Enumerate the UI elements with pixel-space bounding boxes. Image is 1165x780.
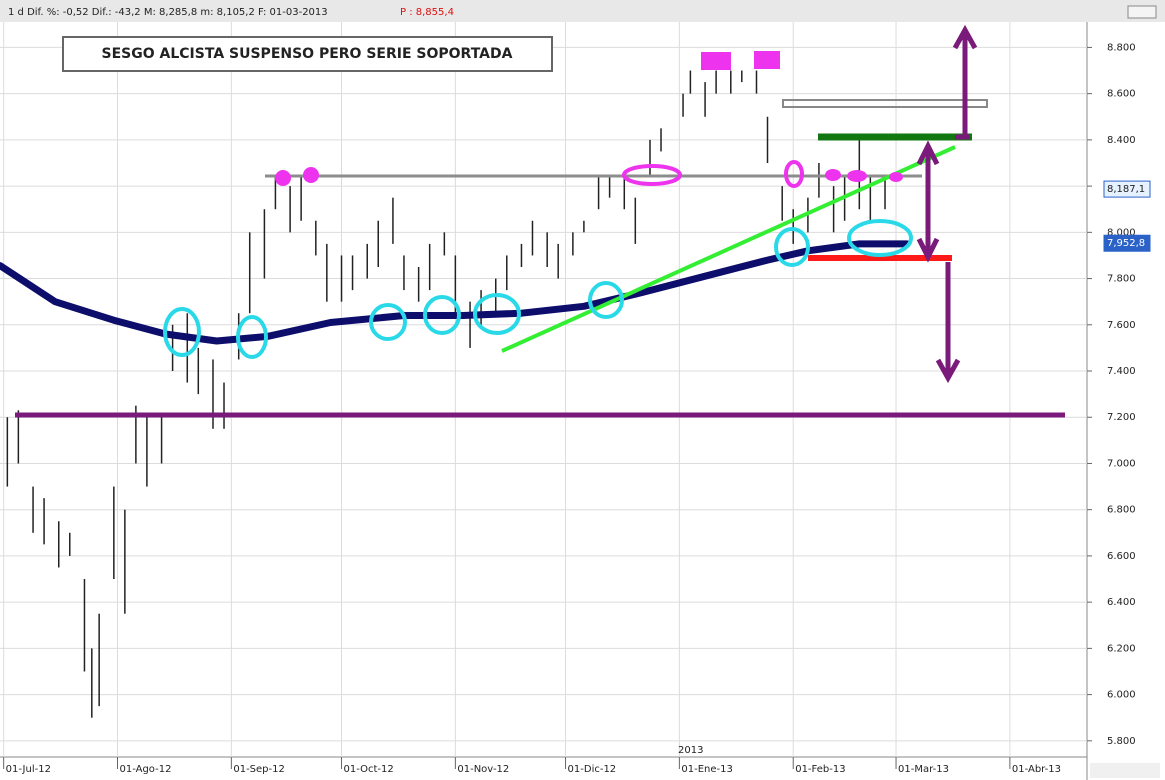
resistance-rings <box>622 160 804 188</box>
y-tick-label: 7.400 <box>1107 366 1136 377</box>
resistance-dots <box>275 51 903 186</box>
y-tick-label: 8.600 <box>1107 89 1136 100</box>
annotations <box>15 24 1065 418</box>
x-tick-label: 01-Jul-12 <box>6 764 51 775</box>
window-buttons[interactable] <box>1127 5 1157 19</box>
y-tick-label: 8.000 <box>1107 227 1136 238</box>
x-tick-label: 01-Abr-13 <box>1012 764 1061 775</box>
info-text: 1 d Dif. %: -0,52 Dif.: -43,2 M: 8,285,8… <box>8 7 328 18</box>
x-tick-label: 01-Nov-12 <box>457 764 509 775</box>
y-tick-label: 6.800 <box>1107 505 1136 516</box>
y-tick-label: 6.400 <box>1107 597 1136 608</box>
price-tag-label: 7,952,8 <box>1107 238 1145 249</box>
price-tag <box>1103 234 1151 252</box>
y-tick-label: 6.200 <box>1107 643 1136 654</box>
info-price: P : 8,855,4 <box>400 7 454 18</box>
gray-box <box>782 99 988 108</box>
y-tick-label: 7.800 <box>1107 274 1136 285</box>
x-tick-label: 01-Dic-12 <box>568 764 617 775</box>
target-arrows <box>916 24 978 384</box>
y-tick-label: 8.400 <box>1107 135 1136 146</box>
price-tag-label: 8,187,1 <box>1107 184 1145 195</box>
y-tick-label: 7.000 <box>1107 458 1136 469</box>
y-tick-label: 5.800 <box>1107 736 1136 747</box>
trend-line <box>501 145 956 353</box>
chart-title: SESGO ALCISTA SUSPENSO PERO SERIE SOPORT… <box>102 46 513 62</box>
x-tick-label: 01-Oct-12 <box>344 764 394 775</box>
x-tick-label: 01-Ene-13 <box>681 764 732 775</box>
x-tick-label: 01-Mar-13 <box>898 764 949 775</box>
x-tick-label: 01-Sep-12 <box>233 764 285 775</box>
toolbar[interactable] <box>1090 763 1160 778</box>
support-circles <box>163 219 913 359</box>
x-tick-label: 01-Ago-12 <box>120 764 172 775</box>
info-bar <box>0 0 1165 22</box>
title-box <box>62 36 553 72</box>
y-tick-label: 6.000 <box>1107 690 1136 701</box>
price-tag <box>1103 180 1151 198</box>
y-tick-label: 8.800 <box>1107 42 1136 53</box>
y-tick-label: 6.600 <box>1107 551 1136 562</box>
y-tick-label: 7.200 <box>1107 412 1136 423</box>
x-tick-label: 01-Feb-13 <box>795 764 845 775</box>
year-label: 2013 <box>678 745 703 756</box>
y-tick-label: 7.600 <box>1107 320 1136 331</box>
